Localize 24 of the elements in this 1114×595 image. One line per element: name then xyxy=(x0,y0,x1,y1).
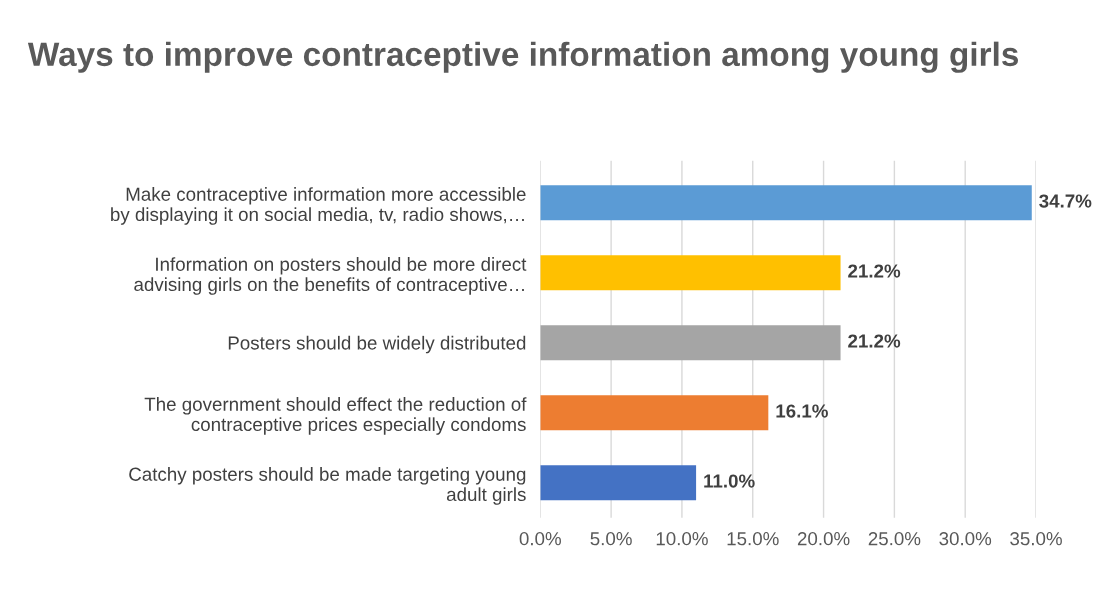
x-tick-label: 5.0% xyxy=(590,532,632,546)
x-tick-label: 20.0% xyxy=(797,532,850,546)
bar xyxy=(540,465,697,501)
x-tick-label: 10.0% xyxy=(656,532,708,546)
data-label: 11.0% xyxy=(704,474,755,488)
y-tick-label: Catchy posters should be made targeting young adult girls xyxy=(129,467,526,505)
data-label: 21.2% xyxy=(848,264,901,278)
y-tick-label: The government should effect the reduction of contraceptive prices especially condoms xyxy=(144,397,527,435)
bar xyxy=(540,325,841,361)
x-tick-label: 35.0% xyxy=(1010,532,1062,546)
bar xyxy=(540,255,841,291)
x-tick-label: 25.0% xyxy=(868,532,921,546)
chart-title: Ways to improve contraceptive information among young girls xyxy=(27,41,1018,73)
bar xyxy=(540,185,1032,221)
x-tick-label: 30.0% xyxy=(939,532,992,546)
data-label: 34.7% xyxy=(1039,194,1092,208)
y-tick-label: Information on posters should be more direct advising girls on the benefits of contraceptive… xyxy=(134,257,527,295)
y-tick-label: Make contraceptive information more accessible by displaying it on social media, tv, radio shows,… xyxy=(111,187,526,225)
data-label: 16.1% xyxy=(776,404,828,418)
x-tick-label: 15.0% xyxy=(727,532,779,546)
data-label: 21.2% xyxy=(848,334,901,348)
bar xyxy=(540,395,769,431)
x-tick-label: 0.0% xyxy=(519,532,561,546)
y-tick-label: Posters should be widely distributed xyxy=(228,335,526,354)
